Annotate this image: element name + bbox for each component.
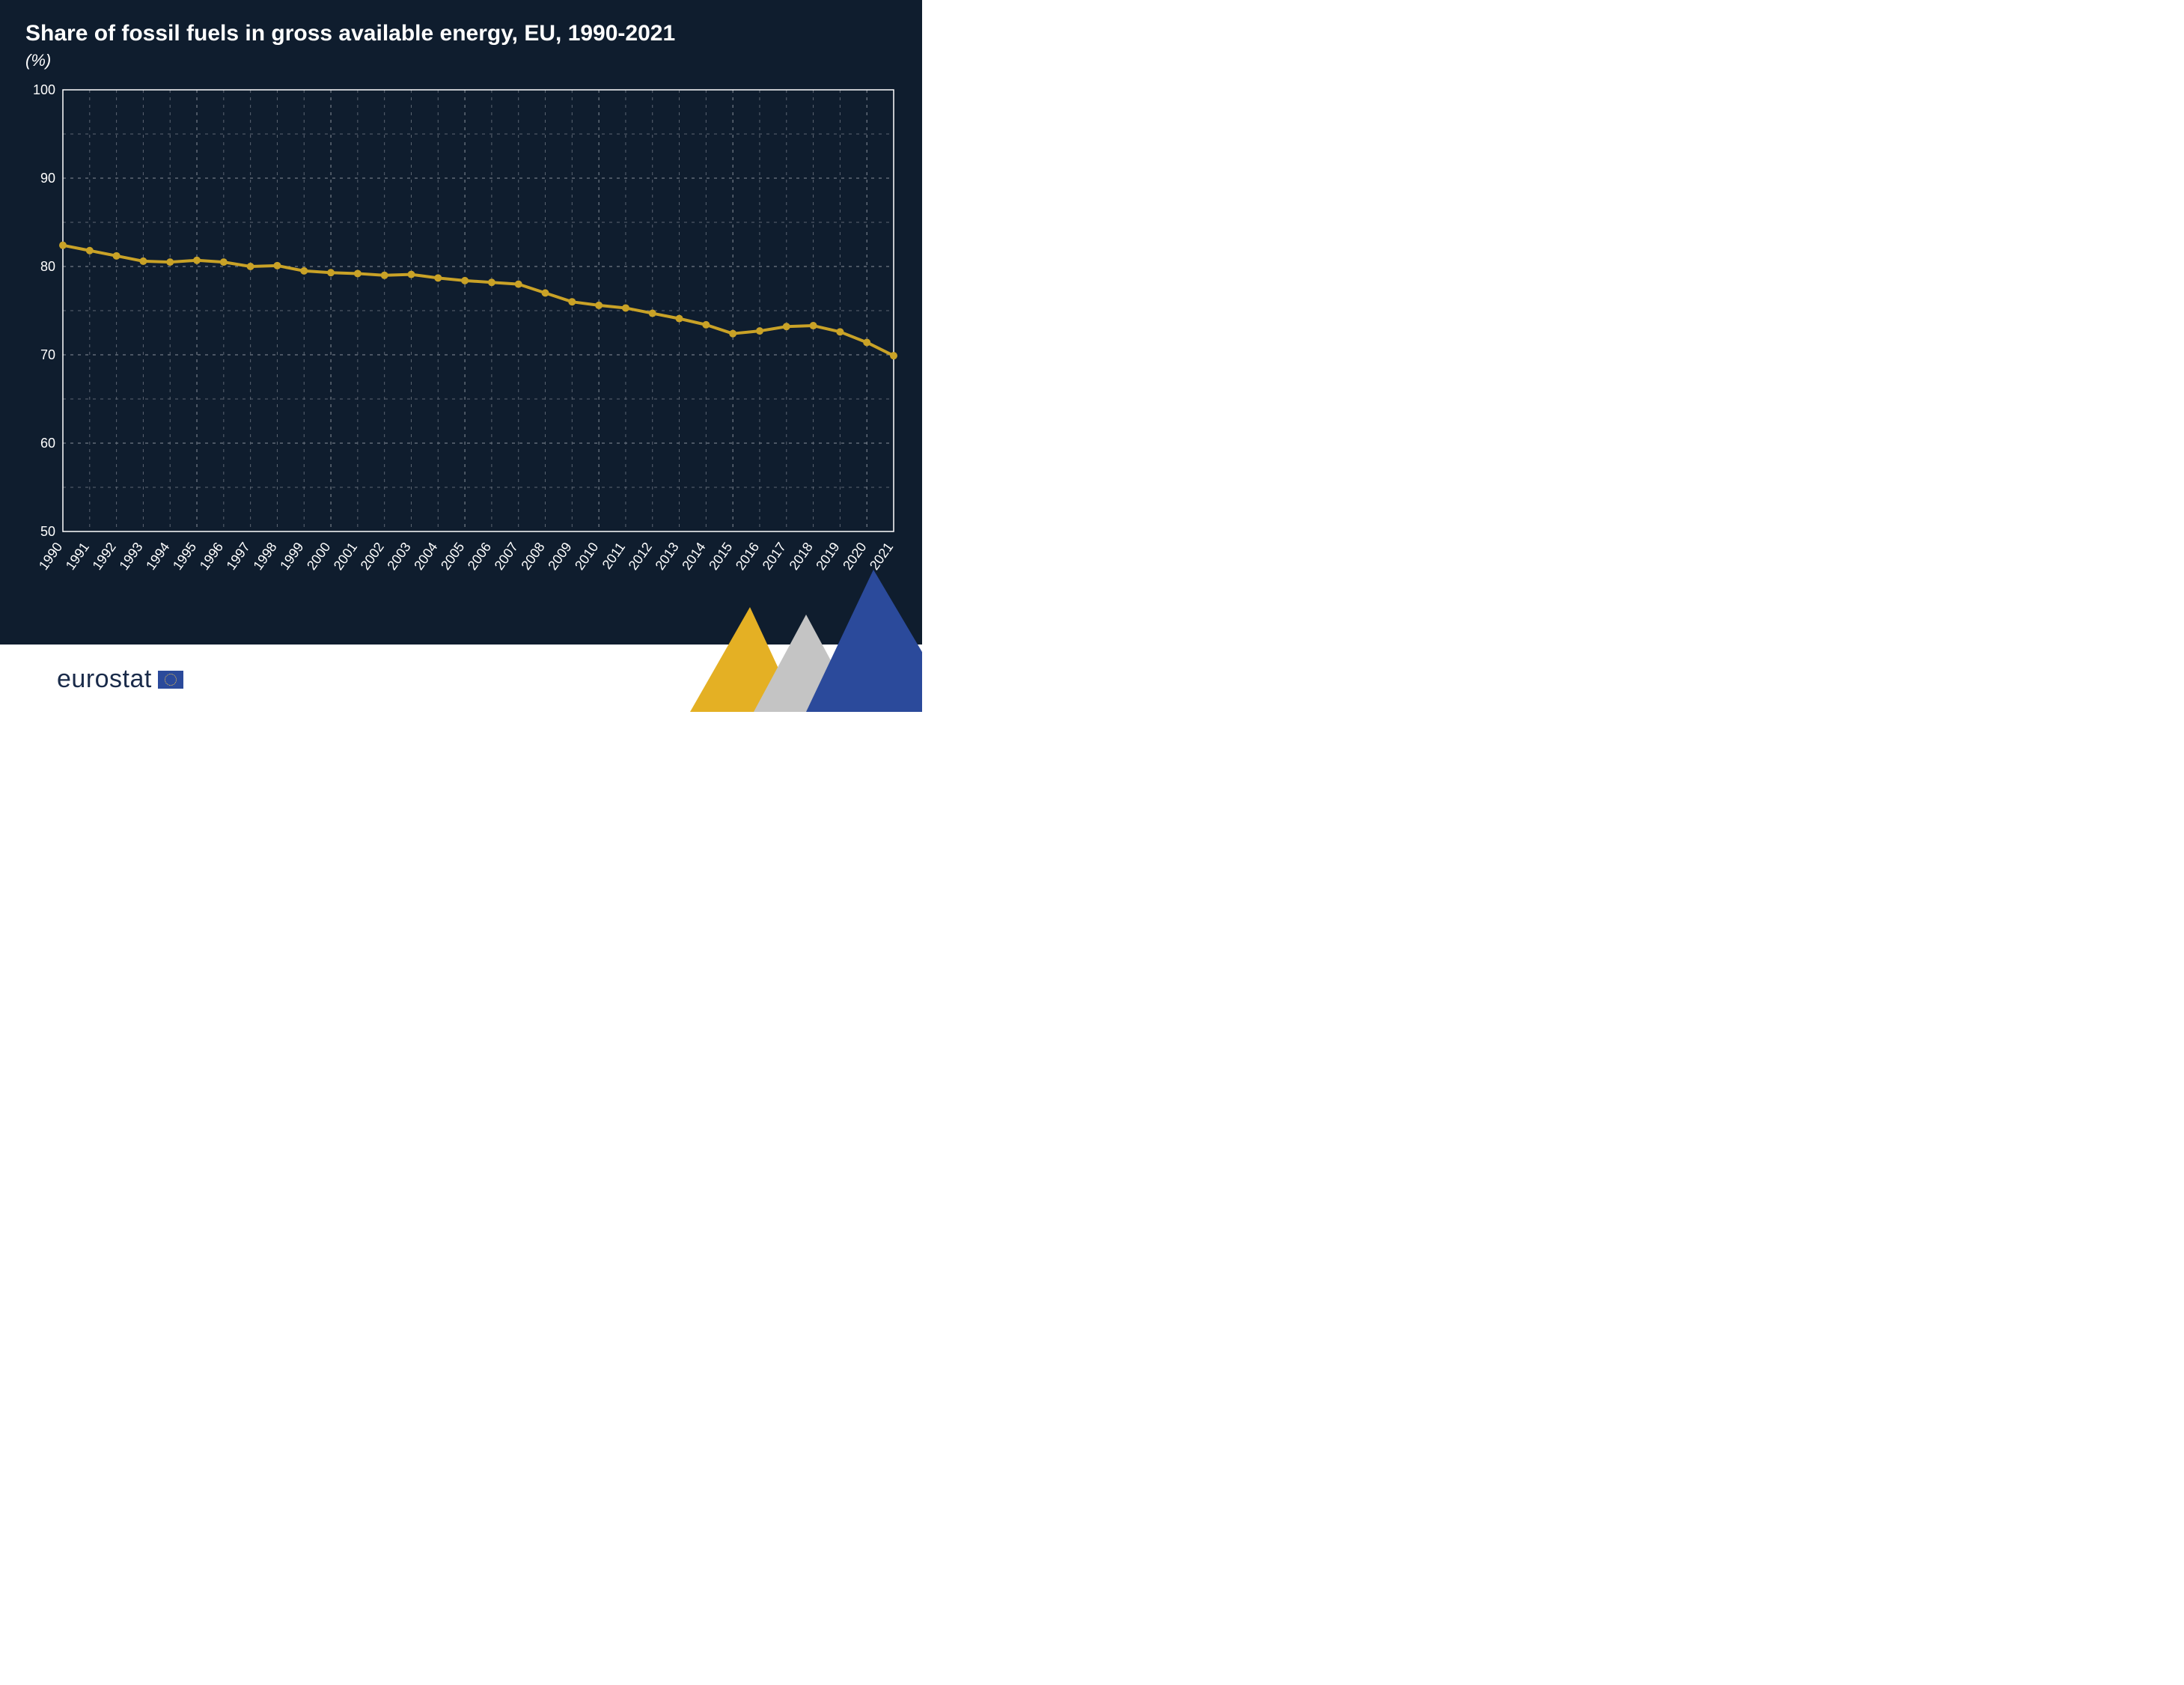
- svg-text:2000: 2000: [304, 540, 333, 573]
- svg-text:1999: 1999: [277, 540, 306, 573]
- line-chart: 5060708090100199019911992199319941995199…: [25, 82, 901, 599]
- svg-text:2009: 2009: [545, 540, 574, 573]
- svg-text:2014: 2014: [679, 540, 708, 573]
- svg-text:1996: 1996: [197, 540, 226, 573]
- svg-text:2008: 2008: [518, 540, 547, 573]
- svg-text:2017: 2017: [760, 540, 789, 573]
- svg-text:1991: 1991: [63, 540, 92, 573]
- svg-text:2019: 2019: [813, 540, 842, 573]
- svg-text:2001: 2001: [331, 540, 360, 573]
- eurostat-brand: eurostat: [57, 665, 183, 694]
- svg-text:2013: 2013: [652, 540, 681, 573]
- svg-text:1997: 1997: [224, 540, 253, 573]
- svg-text:2002: 2002: [358, 540, 387, 573]
- chart-card: Share of fossil fuels in gross available…: [0, 0, 922, 712]
- svg-text:2004: 2004: [411, 540, 440, 573]
- svg-text:2011: 2011: [600, 540, 629, 572]
- svg-text:50: 50: [40, 524, 55, 539]
- svg-text:1993: 1993: [116, 540, 145, 573]
- svg-text:2015: 2015: [706, 540, 735, 573]
- svg-text:1994: 1994: [143, 540, 172, 573]
- svg-text:100: 100: [33, 82, 55, 97]
- svg-text:2006: 2006: [465, 540, 494, 573]
- brand-text: eurostat: [57, 665, 152, 694]
- svg-text:60: 60: [40, 436, 55, 451]
- svg-text:2018: 2018: [787, 540, 816, 573]
- svg-text:1995: 1995: [170, 540, 199, 573]
- svg-text:2003: 2003: [384, 540, 413, 573]
- svg-text:90: 90: [40, 171, 55, 186]
- svg-text:1992: 1992: [90, 540, 119, 573]
- chart-subtitle: (%): [0, 46, 922, 70]
- eu-flag-icon: [158, 671, 183, 689]
- svg-text:2021: 2021: [867, 540, 896, 573]
- svg-text:2012: 2012: [626, 540, 655, 573]
- svg-text:80: 80: [40, 259, 55, 274]
- svg-text:2005: 2005: [438, 540, 467, 573]
- chart-svg: 5060708090100199019911992199319941995199…: [25, 82, 901, 599]
- svg-text:2010: 2010: [572, 540, 601, 573]
- svg-text:1990: 1990: [36, 540, 65, 573]
- svg-text:2020: 2020: [840, 540, 869, 573]
- chart-title: Share of fossil fuels in gross available…: [0, 0, 922, 46]
- svg-text:70: 70: [40, 347, 55, 362]
- svg-text:1998: 1998: [250, 540, 279, 573]
- svg-text:2007: 2007: [492, 540, 521, 573]
- svg-text:2016: 2016: [733, 540, 762, 573]
- footer-bar: eurostat: [0, 645, 922, 712]
